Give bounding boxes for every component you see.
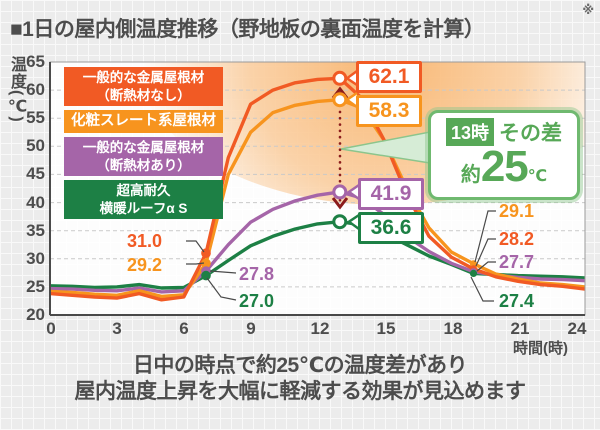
evening-value-no-insulation: 28.2 [499,229,535,249]
x-tick: 6 [179,319,189,338]
series-line-slate [50,97,585,299]
morning-value-premium: 27.0 [239,291,275,311]
legend-label: 一般的な金属屋根材 [82,139,205,155]
footer-line1: 日中の時点で約25℃の温度差があり [132,354,468,377]
y-tick: 60 [26,80,45,99]
footnote-mark: ※ [582,3,594,17]
morning-value-no-insulation: 31.0 [127,231,163,251]
legend-label: （断熱材あり） [96,157,191,173]
peak-value-premium: 36.6 [358,212,424,244]
morning-value-insulated: 27.8 [239,264,275,284]
legend-slate: 化粧スレート系屋根材 [64,110,223,133]
x-tick: 21 [510,319,530,338]
legend-label: （断熱材なし） [96,87,191,103]
gridlines [50,89,585,288]
y-tick: 55 [26,108,45,127]
legend-label: 化粧スレート系屋根材 [71,112,216,129]
y-tick: 35 [26,221,45,240]
x-tick: 15 [376,319,396,338]
callout-time-badge: 13時 [445,118,495,146]
evening-value-premium: 27.4 [499,291,535,311]
peak-value-no-insulation: 62.1 [356,61,422,93]
callout-unit: ℃ [527,168,548,185]
evening-value-insulated: 27.7 [499,252,535,272]
morning-value-slate: 29.2 [127,255,163,275]
y-tick: 50 [26,136,45,155]
y-tick: 45 [26,164,45,183]
difference-callout: 13時 その差 約 25 ℃ [428,110,580,200]
y-tick: 65 [26,52,45,71]
x-tick: 9 [246,319,256,338]
marker-point [332,92,348,108]
page-title: ■1日の屋内側温度推移（野地板の裏面温度を計算） [10,18,485,41]
y-tick: 25 [26,277,45,296]
y-tick: 20 [26,305,45,324]
footer-line2: 屋内温度上昇を大幅に軽減する効果が見込めます [74,380,527,403]
valuebox-notches [344,69,360,231]
series-line-no-insulation [50,76,585,302]
marker-point [332,214,348,230]
y-tick: 30 [26,249,45,268]
legend-label: 一般的な金属屋根材 [82,69,205,85]
legend-premium: 超高耐久 横暖ルーフα S [64,180,223,219]
callout-value: 25 [480,142,529,191]
callout-approx: 約 [460,164,481,186]
marker-point [469,269,478,277]
marker-point [201,258,211,269]
callout-label: その差 [499,122,563,145]
legend-label: 超高耐久 [116,182,171,198]
x-tick: 24 [567,319,587,338]
legend-label: 横暖ルーフα S [99,200,188,216]
marker-point [332,70,348,86]
x-tick: 12 [310,319,330,338]
label-connectors [186,210,496,302]
footer-text: 日中の時点で約25℃の温度差があり 屋内温度上昇を大幅に軽減する効果が見込めます [0,353,600,405]
marker-point [332,184,348,200]
x-tick: 0 [46,319,56,338]
peak-value-slate: 58.3 [356,95,422,127]
evening-value-slate: 29.1 [499,201,535,221]
x-tick: 3 [112,319,122,338]
marker-point [201,270,211,281]
plot-border [49,61,586,316]
legend-insulated: 一般的な金属屋根材 （断熱材あり） [64,137,223,176]
peak-value-insulated: 41.9 [358,178,424,210]
y-axis-unit: 温度(℃) [8,56,25,123]
x-axis-unit: 時間(時) [513,340,568,357]
x-tick: 18 [443,319,463,338]
y-tick: 40 [26,193,45,212]
legend-no-insulation: 一般的な金属屋根材 （断熱材なし） [64,67,223,106]
